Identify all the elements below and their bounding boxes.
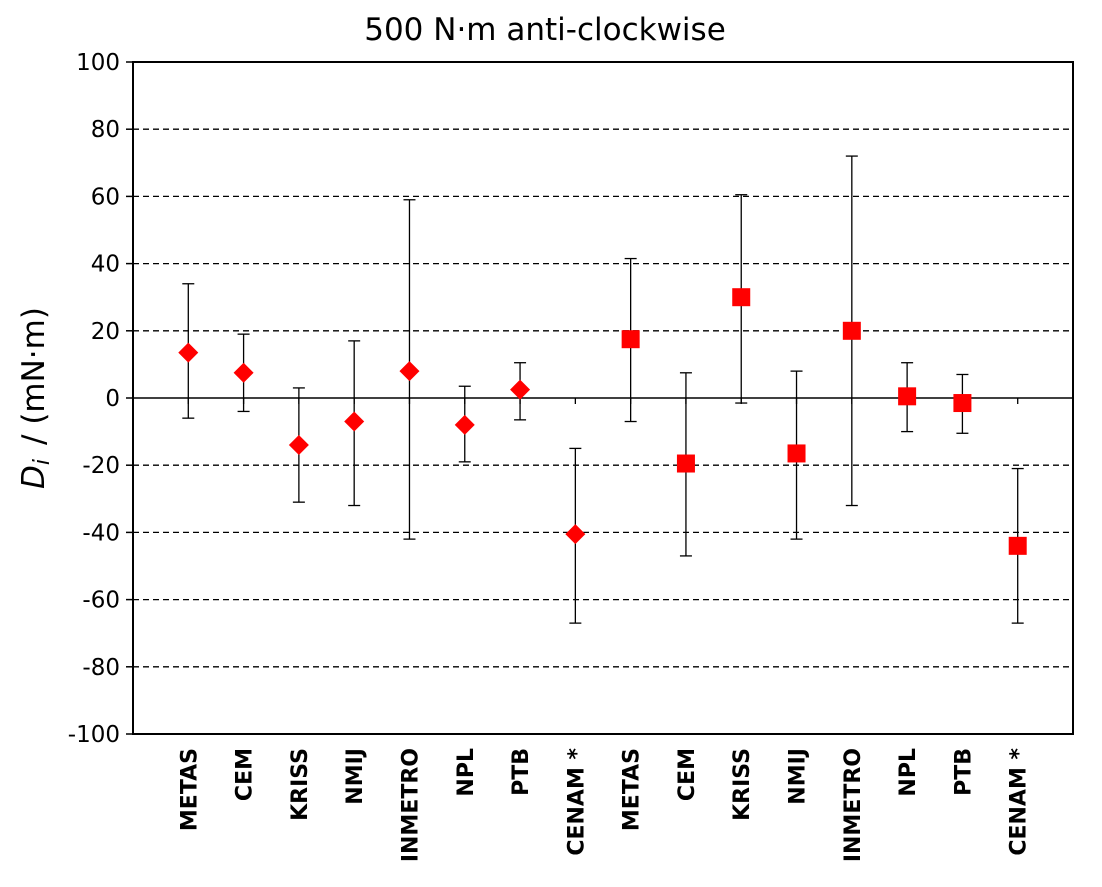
diamond-marker xyxy=(565,524,586,545)
x-tick-label: NMIJ xyxy=(786,748,811,805)
y-tick-label: 40 xyxy=(91,252,120,278)
x-tick-label: PTB xyxy=(509,748,534,796)
x-tick-label: NMIJ xyxy=(343,748,368,805)
y-tick-label: 20 xyxy=(91,319,120,345)
x-tick-label: NPL xyxy=(454,748,479,797)
diamond-marker xyxy=(344,411,365,432)
x-tick-label: CENAM * xyxy=(564,748,589,856)
square-marker xyxy=(676,454,695,473)
y-tick-label: 60 xyxy=(91,184,120,210)
y-tick-labels: -100 -80 -60 -40 -20 0 20 40 60 80 100 xyxy=(68,50,120,748)
y-tick-label: -100 xyxy=(68,722,120,748)
data-points xyxy=(178,288,1027,555)
y-tick-label: -60 xyxy=(82,588,120,614)
square-marker xyxy=(898,387,917,406)
square-marker xyxy=(1008,536,1027,555)
x-tick-labels: METAS CEM KRISS NMIJ INMETRO NPL PTB CENAM * MET… xyxy=(177,748,1031,863)
y-axis-label: Di / (mN·m) xyxy=(16,307,55,489)
diamond-marker xyxy=(288,435,309,456)
grid-lines xyxy=(133,128,1073,668)
diamond-marker xyxy=(178,342,199,363)
diamond-marker xyxy=(233,362,254,383)
square-marker xyxy=(842,321,861,340)
x-tick-label: METAS xyxy=(620,748,645,831)
square-marker xyxy=(787,444,806,463)
x-tick-label: NPL xyxy=(896,748,921,797)
x-tick-label: CEM xyxy=(675,748,700,801)
y-axis-label-symbol: D xyxy=(16,465,52,489)
y-tick-label: 80 xyxy=(91,117,120,143)
square-marker xyxy=(732,288,751,307)
x-tick-label: CEM xyxy=(233,748,258,801)
x-tick-label: PTB xyxy=(951,748,976,796)
y-axis-label-units: / (mN·m) xyxy=(16,307,52,445)
diamond-marker xyxy=(399,361,420,382)
y-tick-label: -80 xyxy=(82,655,120,681)
square-marker xyxy=(953,394,972,413)
diamond-marker xyxy=(510,379,531,400)
y-tick-label: -20 xyxy=(82,453,120,479)
y-tick-label: 0 xyxy=(105,386,120,412)
x-tick-label: KRISS xyxy=(288,748,313,821)
y-axis-label-subscript: i xyxy=(30,459,55,465)
x-tick-label: CENAM * xyxy=(1007,748,1032,856)
x-tick-label: METAS xyxy=(177,748,202,831)
x-tick-label: KRISS xyxy=(730,748,755,821)
square-marker xyxy=(621,330,640,349)
y-tick-label: -40 xyxy=(82,520,120,546)
x-tick-label: INMETRO xyxy=(841,748,866,862)
diamond-marker xyxy=(454,414,475,435)
y-tick-label: 100 xyxy=(76,50,120,76)
x-tick-label: INMETRO xyxy=(398,748,423,862)
chart-title: 500 N·m anti-clockwise xyxy=(364,12,726,48)
